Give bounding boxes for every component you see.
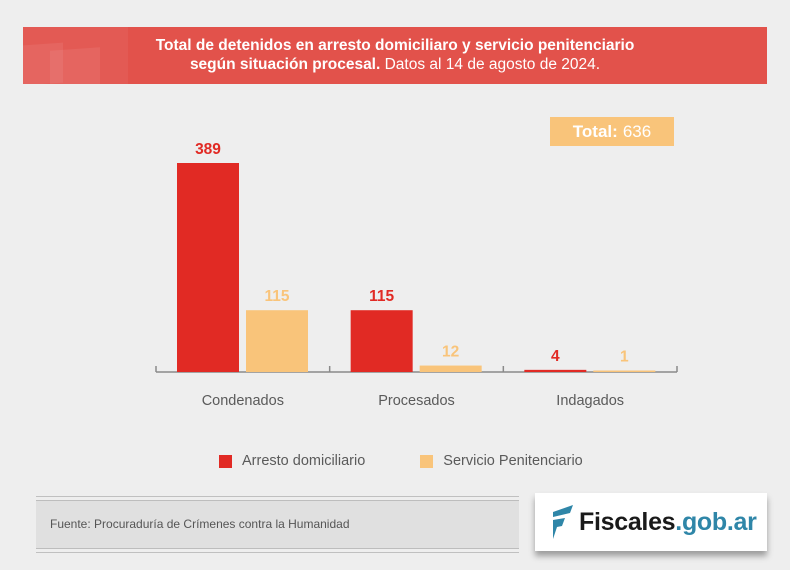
fiscales-logo[interactable]: Fiscales.gob.ar — [535, 493, 767, 551]
bar-chart: 389 115 115 12 4 1 Condenados Procesados Indaga… — [155, 141, 678, 409]
x-axis — [155, 366, 678, 373]
legend-item-arresto: Arresto domiciliario — [219, 453, 365, 469]
total-label: Total: — [572, 121, 618, 141]
value-label: 12 — [442, 344, 459, 361]
chart-title: Total de detenidos en arresto domiciliar… — [23, 36, 767, 74]
title-banner: Total de detenidos en arresto domiciliar… — [23, 27, 767, 84]
category-label-condenados: Condenados — [202, 393, 284, 409]
bars-group — [177, 163, 656, 372]
bar-indagados-arresto — [524, 369, 587, 372]
legend-swatch-servicio — [420, 454, 434, 468]
value-label: 115 — [369, 288, 394, 305]
legend-item-servicio: Servicio Penitenciario — [420, 453, 583, 469]
source-box: Fuente: Procuraduría de Crímenes contra … — [36, 496, 519, 553]
logo-text: Fiscales.gob.ar — [579, 508, 757, 537]
bar-condenados-arresto — [177, 163, 239, 372]
value-label: 4 — [551, 348, 560, 365]
banner-decoration — [23, 27, 128, 84]
source-text: Fuente: Procuraduría de Crímenes contra … — [50, 517, 350, 531]
legend-label: Arresto domiciliario — [242, 453, 366, 469]
category-label-indagados: Indagados — [556, 393, 624, 409]
bar-condenados-servicio — [246, 310, 308, 372]
legend: Arresto domiciliario Servicio Penitencia… — [219, 453, 638, 469]
bar-indagados-servicio — [593, 370, 656, 372]
total-badge: Total: 636 — [550, 117, 674, 146]
legend-swatch-arresto — [219, 454, 232, 468]
category-label-procesados: Procesados — [378, 393, 455, 409]
logo-domain: .gob.ar — [675, 507, 757, 536]
value-labels-group: 389 115 115 12 4 1 — [195, 141, 629, 366]
title-line-1: Total de detenidos en arresto domiciliar… — [155, 37, 635, 54]
total-value: 636 — [622, 121, 652, 141]
value-label: 1 — [620, 349, 629, 366]
value-label: 389 — [195, 141, 221, 158]
legend-label: Servicio Penitenciario — [443, 453, 583, 469]
bar-procesados-arresto — [350, 310, 413, 372]
value-label: 115 — [264, 288, 289, 305]
title-date: Datos al 14 de agosto de 2024. — [384, 56, 601, 73]
fiscales-logo-icon — [553, 505, 573, 539]
logo-name: Fiscales — [579, 507, 676, 536]
bar-procesados-servicio — [419, 365, 482, 372]
title-line-2-bold: según situación procesal. — [189, 56, 381, 73]
category-labels-group: Condenados Procesados Indagados — [202, 393, 624, 409]
